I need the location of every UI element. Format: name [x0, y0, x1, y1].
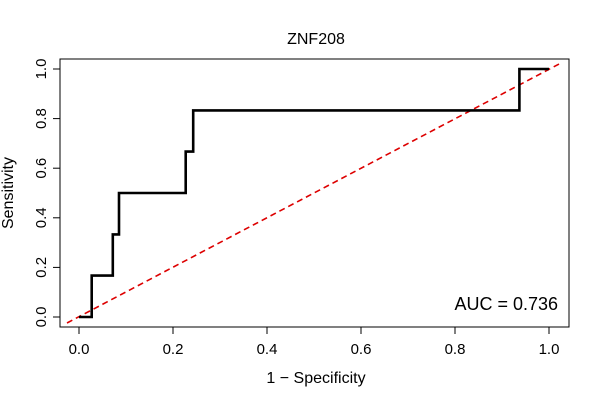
chart-marks [66, 62, 562, 324]
y-tick-label: 0.8 [33, 108, 50, 129]
y-tick-label: 0.6 [33, 158, 50, 179]
y-axis-title: Sensitivity [0, 157, 17, 229]
y-tick-label: 1.0 [33, 59, 50, 80]
x-tick-label: 1.0 [539, 341, 560, 358]
y-tick-label: 0.2 [33, 257, 50, 278]
y-axis: 0.0 0.2 0.4 0.6 0.8 1.0 [33, 59, 61, 328]
x-tick-label: 0.0 [69, 341, 90, 358]
y-tick-label: 0.0 [33, 307, 50, 328]
x-axis-title: 1 − Specificity [266, 370, 365, 387]
x-tick-label: 0.4 [257, 341, 278, 358]
x-axis: 0.0 0.2 0.4 0.6 0.8 1.0 [69, 326, 560, 358]
reference-diagonal-line [66, 62, 562, 324]
x-tick-label: 0.8 [445, 341, 466, 358]
x-tick-label: 0.2 [163, 341, 184, 358]
auc-annotation: AUC = 0.736 [454, 294, 558, 314]
roc-curve-line [79, 67, 549, 319]
chart-title: ZNF208 [287, 31, 345, 48]
x-tick-label: 0.6 [351, 341, 372, 358]
y-tick-label: 0.4 [33, 207, 50, 228]
